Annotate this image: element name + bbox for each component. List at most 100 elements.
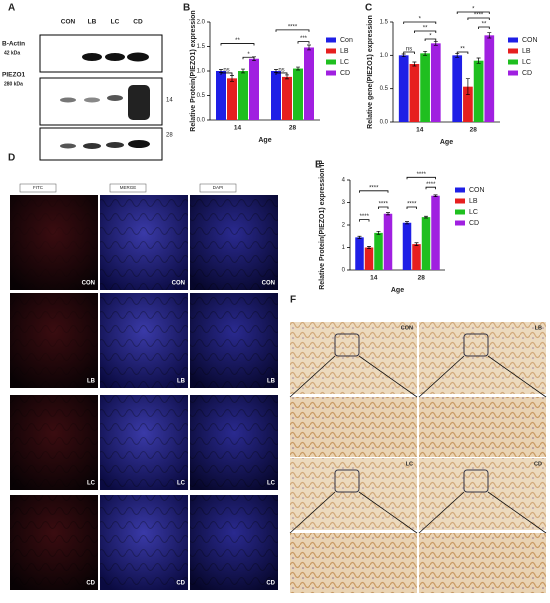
y-tick-label: 1.5 [197, 44, 206, 50]
significance-bracket [467, 17, 490, 20]
x-axis-label: Age [440, 139, 453, 146]
micrograph-label: CON [262, 281, 275, 287]
micrograph-texture [100, 495, 188, 590]
micrograph-texture [190, 495, 278, 590]
bar [216, 71, 226, 120]
micrograph-texture [100, 195, 188, 290]
significance-bracket [456, 11, 490, 14]
bar [364, 247, 374, 270]
western-blot [39, 34, 163, 161]
y-tick-label: 0 [342, 268, 346, 274]
significance-label: **** [360, 214, 370, 220]
ihc-label: LC [406, 461, 413, 467]
error-bar [424, 215, 428, 219]
band [105, 53, 125, 61]
blot-label: PIEZO1 [2, 72, 26, 79]
bar [271, 71, 281, 120]
micrograph-label: CD [86, 581, 95, 587]
y-tick-label: 1 [342, 245, 346, 251]
y-tick-label: 3 [342, 200, 346, 206]
significance-bracket [424, 38, 437, 41]
error-bar [386, 212, 390, 216]
significance-bracket [275, 29, 310, 32]
y-tick-label: 1.0 [380, 53, 389, 59]
x-tick-label: 28 [289, 125, 297, 132]
x-tick-label: 14 [416, 127, 424, 134]
significance-bracket [220, 43, 255, 46]
significance-bracket [242, 56, 255, 60]
legend-label: LB [340, 48, 349, 55]
bar [355, 237, 364, 270]
legend-label: CD [469, 220, 479, 227]
lane-label: CD [133, 19, 143, 26]
lane-label: LC [111, 19, 120, 26]
bar [484, 35, 495, 123]
bar [409, 64, 420, 122]
significance-label: ns [223, 68, 229, 74]
significance-bracket [220, 72, 233, 75]
significance-label: ** [460, 47, 465, 53]
error-bar [405, 221, 409, 225]
band [128, 85, 150, 120]
legend-swatch [455, 220, 465, 226]
legend-swatch [455, 198, 465, 204]
micrograph-label: CD [266, 581, 275, 587]
error-bar [465, 78, 470, 96]
bar [402, 222, 412, 270]
significance-bracket [403, 51, 415, 54]
micrograph-texture [10, 495, 98, 590]
micrograph-label: LB [267, 379, 276, 385]
zoom-box [334, 333, 360, 357]
significance-bracket [403, 21, 437, 24]
significance-bracket [456, 51, 469, 54]
bar [304, 47, 314, 121]
bar [452, 55, 463, 123]
significance-label: ns [406, 47, 412, 53]
bar [398, 55, 409, 123]
ihc-zoom [290, 397, 417, 457]
significance-label: **** [379, 202, 389, 208]
error-bar [433, 40, 438, 46]
significance-bracket [297, 41, 310, 44]
bar [249, 58, 259, 120]
micrograph-texture [190, 395, 278, 490]
significance-bracket [478, 26, 490, 29]
significance-label: * [419, 17, 422, 23]
error-bar [296, 66, 300, 71]
zoom-box [334, 469, 360, 493]
micrograph-texture [10, 395, 98, 490]
error-bar [219, 69, 223, 73]
legend-swatch [455, 209, 465, 215]
bar [412, 244, 421, 270]
micrograph-label: LC [267, 481, 276, 487]
micrograph-label: CD [176, 581, 185, 587]
zoom-box [463, 333, 489, 357]
significance-bracket [378, 206, 389, 209]
x-tick-label: 14 [370, 275, 378, 282]
bar [473, 60, 484, 122]
significance-label: **** [288, 24, 298, 30]
significance-label: ** [423, 26, 428, 32]
significance-label: * [429, 34, 432, 40]
bar [383, 213, 393, 270]
error-bar [414, 242, 419, 246]
y-axis-label: Relative Protein(PIEZO1) expression [190, 10, 197, 131]
error-bar [230, 75, 234, 82]
error-bar [423, 50, 428, 56]
channel-header-box [19, 183, 57, 193]
bar [420, 53, 430, 123]
legend-label: LC [340, 59, 349, 66]
legend-label: CON [522, 37, 538, 44]
legend-swatch [508, 59, 518, 65]
legend-swatch [326, 37, 336, 43]
legend-swatch [508, 37, 518, 43]
error-bar [357, 235, 362, 239]
micrograph-texture [190, 293, 278, 388]
bar [431, 195, 440, 270]
y-tick-label: 2 [342, 223, 346, 229]
zoom-line [418, 355, 465, 398]
y-tick-label: 0.0 [197, 118, 206, 124]
legend-label: LB [469, 198, 478, 205]
significance-label: **** [369, 185, 379, 191]
bar [282, 76, 292, 120]
